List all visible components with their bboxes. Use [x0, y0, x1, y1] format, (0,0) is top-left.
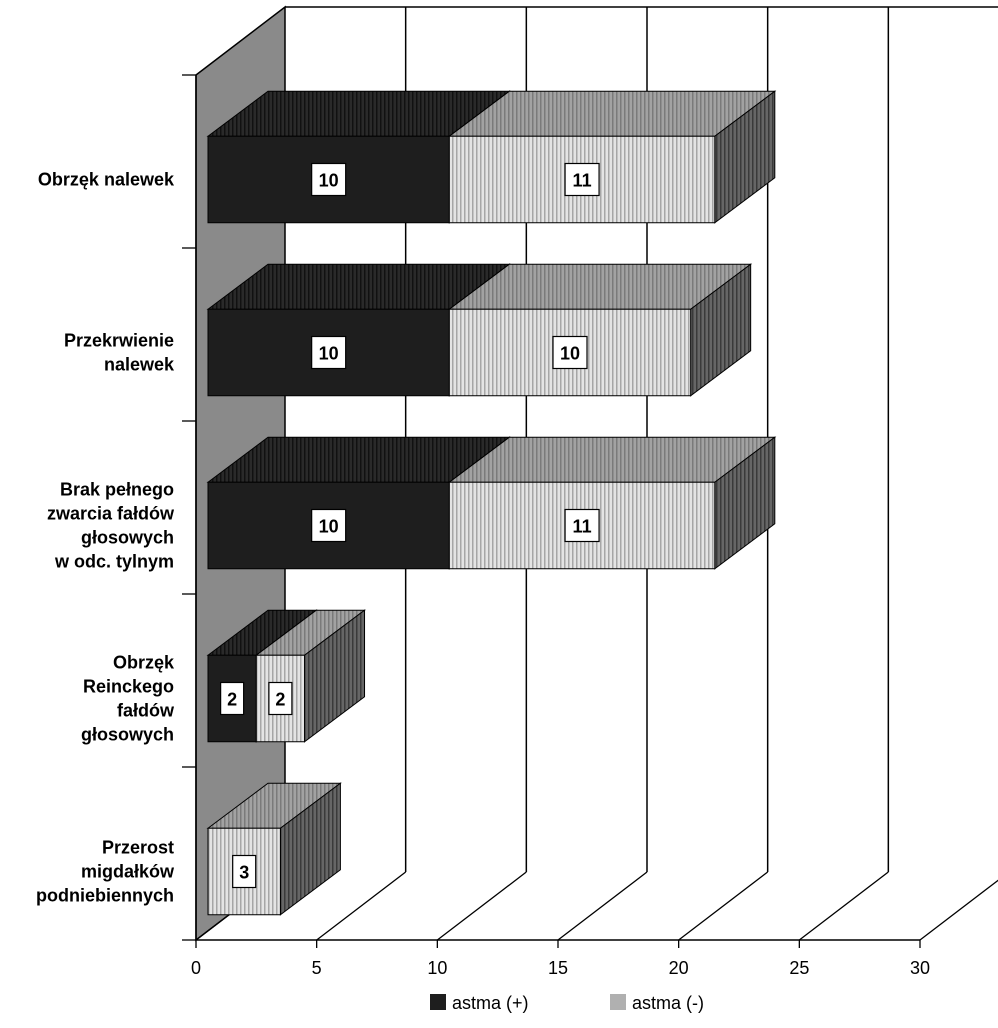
data-label: 11	[573, 517, 592, 537]
labels: 10 11 Obrzęk nalewek 10 10 Przekrwienie nalewe…	[36, 162, 600, 906]
legend-swatch-astma-pos	[430, 994, 446, 1010]
category-label-line: podniebiennych	[36, 886, 174, 906]
data-label-box	[311, 162, 347, 197]
category-label-line: nalewek	[104, 355, 175, 375]
category-label: Obrzęk nalewek	[38, 170, 175, 190]
x-tick-label: 25	[789, 958, 809, 978]
data-label-box	[564, 162, 600, 197]
category-label: Brak pełnego zwarcia fałdów głosowych w odc…	[47, 480, 175, 572]
floor-gridline	[798, 871, 889, 941]
category-label: Przekrwienie nalewek	[64, 331, 175, 375]
category-label-line: Przerost	[102, 838, 174, 858]
legend-label-astma-pos: astma (+)	[452, 993, 529, 1013]
category-label: Przerost migdałków podniebiennych	[36, 838, 175, 906]
floor-gridline	[436, 871, 527, 941]
data-label-box	[268, 681, 293, 716]
legend-label-astma-neg: astma (-)	[632, 993, 704, 1013]
category-label-line: migdałków	[81, 862, 175, 882]
category-label-line: Obrzęk nalewek	[38, 170, 175, 190]
data-label-box	[552, 335, 588, 370]
x-tick-label: 5	[312, 958, 322, 978]
data-label: 2	[227, 690, 237, 710]
bars	[206, 90, 777, 916]
data-label: 10	[319, 171, 339, 191]
category-label-line: Przekrwienie	[64, 331, 174, 351]
data-label: 10	[319, 517, 339, 537]
data-label-box	[311, 508, 347, 543]
floor-gridline	[919, 879, 998, 941]
category-label-line: fałdów	[117, 701, 175, 721]
data-label-box	[564, 508, 600, 543]
category-label-line: głosowych	[81, 528, 174, 548]
data-label-box	[311, 335, 347, 370]
data-label-box	[220, 681, 245, 716]
data-label: 11	[573, 171, 592, 191]
x-tick-label: 20	[669, 958, 689, 978]
data-label: 10	[319, 344, 339, 364]
x-tick-label: 30	[910, 958, 930, 978]
category-label-line: zwarcia fałdów	[47, 504, 175, 524]
data-label: 3	[239, 863, 249, 883]
x-tick-label: 15	[548, 958, 568, 978]
legend: astma (+) astma (-)	[430, 993, 704, 1013]
category-label-line: Obrzęk	[113, 653, 175, 673]
bar-astma-neg-front	[448, 308, 692, 397]
category-label-line: Reinckego	[83, 677, 174, 697]
floor-gridline	[316, 871, 407, 941]
legend-swatch-astma-neg	[610, 994, 626, 1010]
floor-gridline	[557, 871, 648, 941]
data-label: 10	[560, 344, 580, 364]
bar-astma-pos-front	[207, 481, 450, 570]
data-label: 2	[275, 690, 285, 710]
axes: 0 5 10 15 20 25 30	[182, 74, 930, 978]
category-label-line: głosowych	[81, 725, 174, 745]
category-label-line: w odc. tylnym	[54, 552, 174, 572]
category-label-line: Brak pełnego	[60, 480, 174, 500]
x-tick-label: 10	[427, 958, 447, 978]
data-label-box	[232, 854, 257, 889]
floor-gridline	[678, 871, 769, 941]
x-tick-label: 0	[191, 958, 201, 978]
category-label: Obrzęk Reinckego fałdów głosowych	[81, 653, 175, 745]
